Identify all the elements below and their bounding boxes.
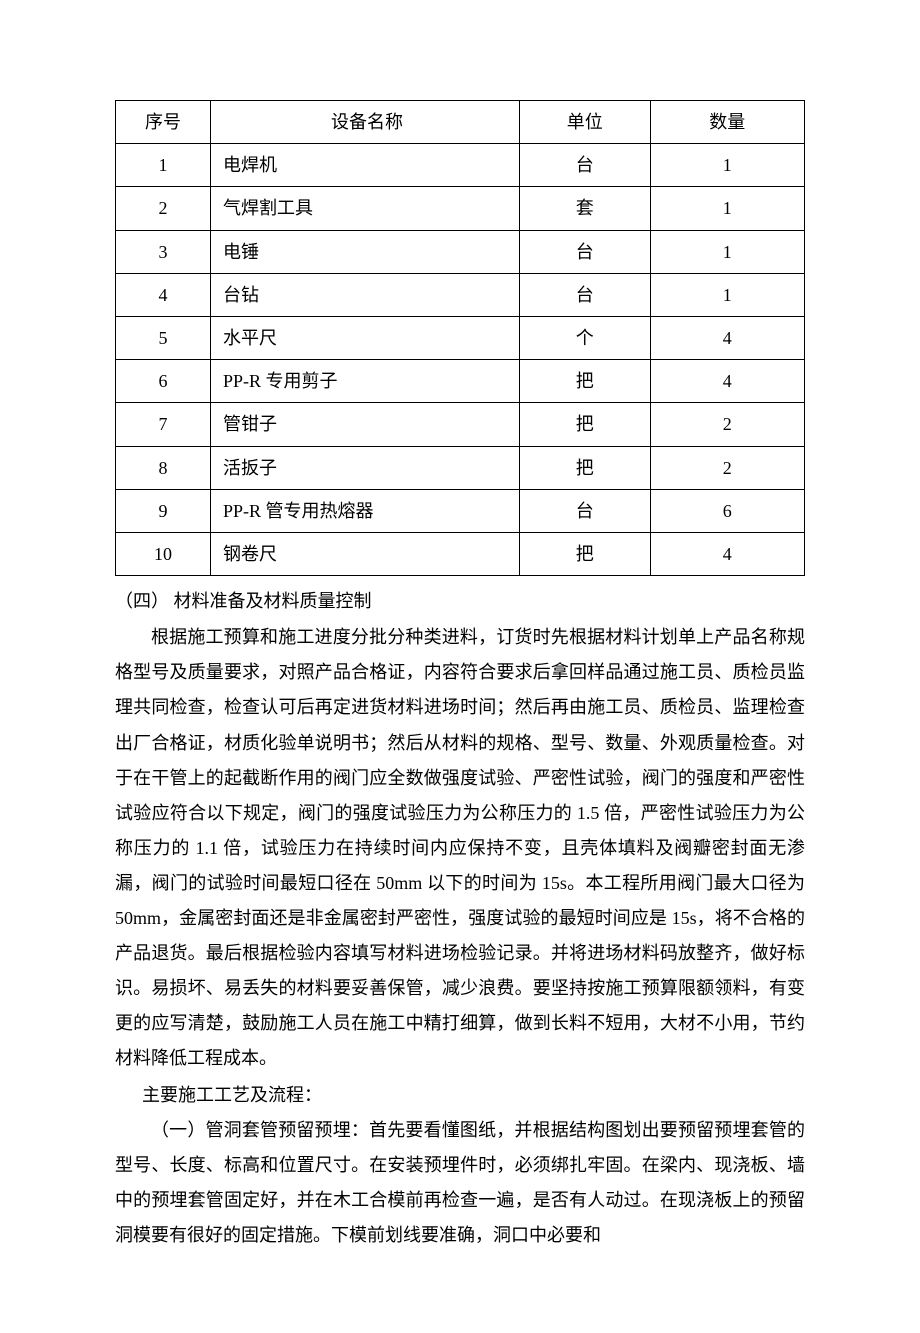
cell-seq: 7 xyxy=(116,403,211,446)
cell-name: 钢卷尺 xyxy=(211,532,520,575)
cell-name: 台钻 xyxy=(211,273,520,316)
header-seq: 序号 xyxy=(116,101,211,144)
table-row: 6 PP-R 专用剪子 把 4 xyxy=(116,360,805,403)
cell-qty: 4 xyxy=(650,360,804,403)
table-header-row: 序号 设备名称 单位 数量 xyxy=(116,101,805,144)
paragraph-material-prep: 根据施工预算和施工进度分批分种类进料，订货时先根据材料计划单上产品名称规格型号及… xyxy=(115,620,805,1076)
cell-name: 电焊机 xyxy=(211,144,520,187)
section-heading-4: （四） 材料准备及材料质量控制 xyxy=(115,584,805,618)
cell-unit: 把 xyxy=(519,360,650,403)
cell-name: 活扳子 xyxy=(211,446,520,489)
cell-seq: 2 xyxy=(116,187,211,230)
cell-name: 水平尺 xyxy=(211,316,520,359)
equipment-table: 序号 设备名称 单位 数量 1 电焊机 台 1 2 气焊割工具 套 1 3 电锤… xyxy=(115,100,805,576)
table-row: 2 气焊割工具 套 1 xyxy=(116,187,805,230)
table-body: 1 电焊机 台 1 2 气焊割工具 套 1 3 电锤 台 1 4 台钻 台 1 … xyxy=(116,144,805,576)
cell-unit: 台 xyxy=(519,230,650,273)
cell-name: PP-R 管专用热熔器 xyxy=(211,489,520,532)
table-row: 4 台钻 台 1 xyxy=(116,273,805,316)
cell-name: 气焊割工具 xyxy=(211,187,520,230)
cell-seq: 6 xyxy=(116,360,211,403)
cell-seq: 10 xyxy=(116,532,211,575)
cell-name: 电锤 xyxy=(211,230,520,273)
cell-qty: 1 xyxy=(650,230,804,273)
cell-qty: 6 xyxy=(650,489,804,532)
table-row: 3 电锤 台 1 xyxy=(116,230,805,273)
cell-unit: 把 xyxy=(519,446,650,489)
cell-name: PP-R 专用剪子 xyxy=(211,360,520,403)
cell-unit: 台 xyxy=(519,273,650,316)
sub-heading-process: 主要施工工艺及流程： xyxy=(115,1078,805,1112)
cell-name: 管钳子 xyxy=(211,403,520,446)
cell-seq: 9 xyxy=(116,489,211,532)
cell-qty: 4 xyxy=(650,532,804,575)
cell-unit: 套 xyxy=(519,187,650,230)
cell-qty: 2 xyxy=(650,403,804,446)
cell-unit: 个 xyxy=(519,316,650,359)
cell-seq: 5 xyxy=(116,316,211,359)
table-row: 10 钢卷尺 把 4 xyxy=(116,532,805,575)
table-row: 8 活扳子 把 2 xyxy=(116,446,805,489)
table-row: 5 水平尺 个 4 xyxy=(116,316,805,359)
cell-seq: 3 xyxy=(116,230,211,273)
cell-unit: 台 xyxy=(519,144,650,187)
cell-unit: 台 xyxy=(519,489,650,532)
cell-seq: 8 xyxy=(116,446,211,489)
cell-qty: 1 xyxy=(650,187,804,230)
cell-qty: 2 xyxy=(650,446,804,489)
header-unit: 单位 xyxy=(519,101,650,144)
cell-qty: 1 xyxy=(650,144,804,187)
table-row: 7 管钳子 把 2 xyxy=(116,403,805,446)
cell-seq: 4 xyxy=(116,273,211,316)
paragraph-pipe-embed: （一）管洞套管预留预埋：首先要看懂图纸，并根据结构图划出要预留预埋套管的型号、长… xyxy=(115,1113,805,1253)
header-qty: 数量 xyxy=(650,101,804,144)
cell-qty: 1 xyxy=(650,273,804,316)
cell-seq: 1 xyxy=(116,144,211,187)
cell-qty: 4 xyxy=(650,316,804,359)
cell-unit: 把 xyxy=(519,403,650,446)
cell-unit: 把 xyxy=(519,532,650,575)
table-row: 9 PP-R 管专用热熔器 台 6 xyxy=(116,489,805,532)
table-row: 1 电焊机 台 1 xyxy=(116,144,805,187)
header-name: 设备名称 xyxy=(211,101,520,144)
